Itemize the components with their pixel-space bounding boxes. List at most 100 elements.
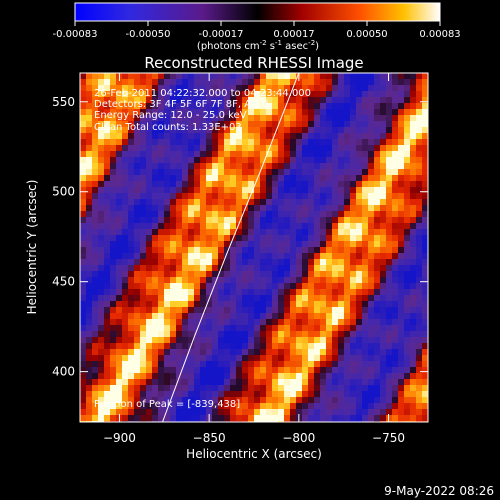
heatmap-cell [314,229,320,235]
heatmap-cell [308,271,314,277]
heatmap-cell [374,271,380,277]
heatmap-cell [350,73,356,79]
heatmap-cell [398,205,404,211]
heatmap-cell [320,361,326,367]
heatmap-cell [200,313,206,319]
heatmap-cell [110,235,116,241]
heatmap-cell [254,367,260,373]
heatmap-cell [164,301,170,307]
heatmap-cell [158,205,164,211]
heatmap-cell [170,253,176,259]
heatmap-cell [170,139,176,145]
heatmap-cell [200,307,206,313]
heatmap-cell [278,349,284,355]
heatmap-cell [296,103,302,109]
heatmap-cell [212,241,218,247]
heatmap-cell [188,79,194,85]
heatmap-cell [338,187,344,193]
heatmap-cell [122,151,128,157]
heatmap-cell [308,283,314,289]
heatmap-cell [254,313,260,319]
heatmap-cell [308,115,314,121]
heatmap-cell [350,367,356,373]
heatmap-cell [236,373,242,379]
heatmap-cell [404,139,410,145]
heatmap-cell [170,121,176,127]
heatmap-cell [386,367,392,373]
heatmap-cell [194,247,200,253]
heatmap-cell [242,241,248,247]
heatmap-cell [92,193,98,199]
heatmap-cell [104,121,110,127]
heatmap-cell [308,181,314,187]
heatmap-cell [344,73,350,79]
heatmap-cell [92,361,98,367]
heatmap-cell [326,355,332,361]
heatmap-cell [362,397,368,403]
heatmap-cell [242,73,248,79]
heatmap-cell [254,349,260,355]
heatmap-cell [182,151,188,157]
heatmap-cell [362,373,368,379]
heatmap-cell [98,301,104,307]
heatmap-cell [314,205,320,211]
heatmap-cell [308,259,314,265]
heatmap-cell [146,235,152,241]
heatmap-cell [116,373,122,379]
heatmap-cell [266,103,272,109]
heatmap-cell [320,331,326,337]
heatmap-cell [278,271,284,277]
heatmap-cell [164,259,170,265]
heatmap-cell [326,235,332,241]
heatmap-cell [272,133,278,139]
heatmap-cell [278,319,284,325]
heatmap-cell [140,205,146,211]
heatmap-cell [386,97,392,103]
heatmap-cell [314,181,320,187]
heatmap-cell [152,157,158,163]
heatmap-cell [410,289,416,295]
heatmap-cell [92,205,98,211]
heatmap-cell [92,151,98,157]
heatmap-cell [122,259,128,265]
heatmap-cell [290,343,296,349]
heatmap-cell [86,139,92,145]
heatmap-cell [92,307,98,313]
heatmap-cell [368,145,374,151]
heatmap-cell [356,229,362,235]
colorbar-unit-text: (photons cm [197,41,260,52]
heatmap-cell [302,79,308,85]
heatmap-cell [320,133,326,139]
heatmap-cell [176,175,182,181]
heatmap-cell [110,247,116,253]
heatmap-cell [224,367,230,373]
heatmap-cell [338,373,344,379]
heatmap-cell [200,259,206,265]
heatmap-cell [326,241,332,247]
heatmap-cell [188,175,194,181]
heatmap-cell [266,295,272,301]
heatmap-cell [374,157,380,163]
heatmap-cell [422,211,428,217]
heatmap-cell [398,235,404,241]
heatmap-cell [206,349,212,355]
heatmap-cell [368,199,374,205]
heatmap-cell [278,295,284,301]
heatmap-cell [266,73,272,79]
heatmap-cell [140,277,146,283]
heatmap-cell [284,259,290,265]
heatmap-cell [158,241,164,247]
heatmap-cell [398,73,404,79]
heatmap-cell [134,217,140,223]
heatmap-cell [314,85,320,91]
heatmap-cell [140,211,146,217]
heatmap-cell [230,169,236,175]
heatmap-cell [314,133,320,139]
heatmap-cell [362,163,368,169]
heatmap-cell [380,199,386,205]
heatmap-cell [116,97,122,103]
heatmap-cell [176,325,182,331]
heatmap-cell [230,415,236,421]
heatmap-cell [284,307,290,313]
heatmap-cell [182,223,188,229]
